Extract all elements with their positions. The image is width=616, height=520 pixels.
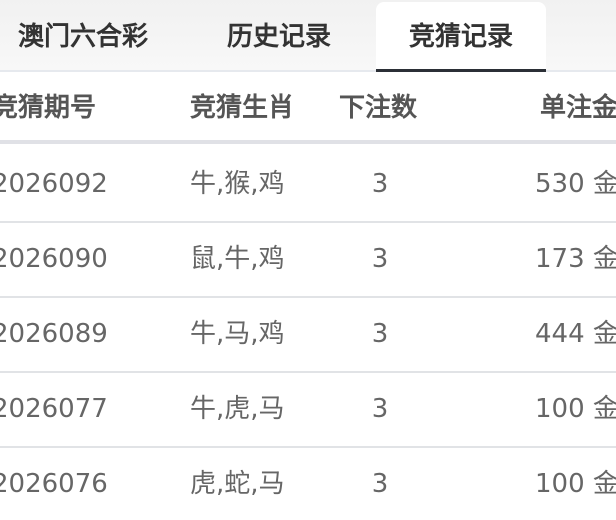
zodiac-cell: 牛,猴,鸡 <box>190 169 285 199</box>
tab-macau-lottery[interactable]: 澳门六合彩 <box>17 22 148 52</box>
zodiac-cell: 牛,马,鸡 <box>190 319 285 349</box>
tab-bet-records[interactable]: 竞猜记录 <box>376 2 546 72</box>
header-zodiac: 竞猜生肖 <box>190 93 295 123</box>
zodiac-cell: 牛,虎,马 <box>190 394 285 424</box>
count-cell: 3 <box>371 244 389 274</box>
header-period: 竞猜期号 <box>0 93 97 123</box>
amount-cell: 444 金币 <box>535 319 616 349</box>
amount-cell: 530 金币 <box>535 169 616 199</box>
count-cell: 3 <box>371 169 389 199</box>
period-cell: 2026077 <box>0 394 108 424</box>
period-cell: 2026090 <box>0 244 108 274</box>
period-cell: 2026092 <box>0 169 108 199</box>
table-row[interactable]: 2026089 牛,马,鸡 3 444 金币 <box>0 298 616 373</box>
table-row[interactable]: 2026077 牛,虎,马 3 100 金币 <box>0 373 616 448</box>
count-cell: 3 <box>371 319 389 349</box>
zodiac-cell: 鼠,牛,鸡 <box>190 244 285 274</box>
zodiac-cell: 虎,蛇,马 <box>190 469 285 499</box>
count-cell: 3 <box>371 469 389 499</box>
amount-cell: 100 金币 <box>535 469 616 499</box>
header-amount: 单注金额 <box>540 93 616 123</box>
period-cell: 2026089 <box>0 319 108 349</box>
table-row[interactable]: 2026092 牛,猴,鸡 3 530 金币 <box>0 148 616 223</box>
amount-cell: 173 金币 <box>535 244 616 274</box>
period-cell: 2026076 <box>0 469 108 499</box>
tab-history[interactable]: 历史记录 <box>226 22 331 52</box>
count-cell: 3 <box>371 394 389 424</box>
table-row[interactable]: 2026090 鼠,牛,鸡 3 173 金币 <box>0 223 616 298</box>
tab-bar: 澳门六合彩 历史记录 竞猜记录 <box>0 0 616 72</box>
table-header: 竞猜期号 竞猜生肖 下注数 单注金额 <box>0 74 616 144</box>
table-row[interactable]: 2026076 虎,蛇,马 3 100 金币 <box>0 448 616 520</box>
amount-cell: 100 金币 <box>535 394 616 424</box>
header-count: 下注数 <box>339 93 418 123</box>
